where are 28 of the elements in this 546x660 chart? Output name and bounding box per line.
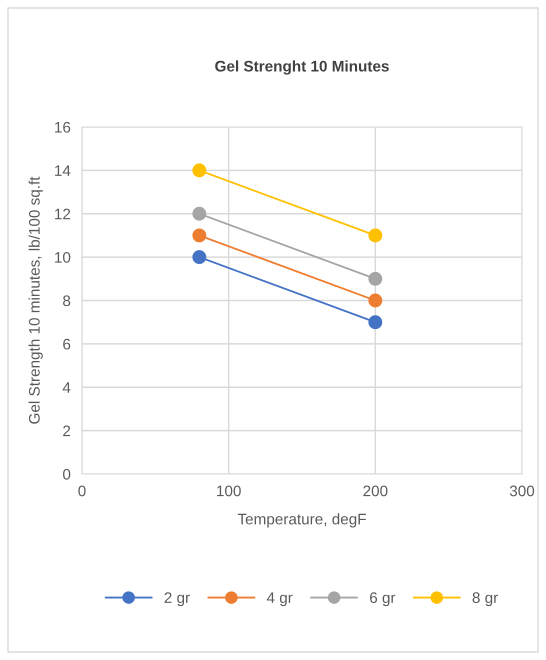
point <box>368 315 382 330</box>
point <box>192 163 206 178</box>
y-tick-label: 4 <box>62 382 70 393</box>
chart-title: Gel Strenght 10 Minutes <box>215 60 389 75</box>
y-tick-label: 12 <box>55 208 70 220</box>
point <box>368 272 382 286</box>
legend-label: 8 gr <box>472 592 498 606</box>
x-tick-label: 0 <box>78 486 86 496</box>
x-tick-label: 200 <box>363 486 388 496</box>
point <box>192 206 206 221</box>
y-tick-label: 16 <box>55 122 70 133</box>
y-tick-label: 6 <box>63 338 70 350</box>
y-axis-title: Gel Strength 10 minutes, lb/100 sq.ft <box>28 176 43 424</box>
y-tick-label: 2 <box>63 425 70 436</box>
y-tick-label: 8 <box>63 295 70 306</box>
point <box>368 294 382 308</box>
point <box>192 250 206 264</box>
y-tick-label: 0 <box>62 468 70 480</box>
y-tick-label: 14 <box>55 165 70 176</box>
x-axis-title: Temperature, degF <box>238 513 366 528</box>
legend-label: 4 gr <box>266 592 293 606</box>
x-tick-label: 100 <box>217 486 241 496</box>
point <box>192 228 206 242</box>
y-tick-label: 10 <box>55 252 70 263</box>
legend-label: 6 gr <box>370 592 396 606</box>
x-tick-label: 300 <box>510 486 534 496</box>
point <box>368 228 382 242</box>
legend-label: 2 gr <box>164 592 190 606</box>
